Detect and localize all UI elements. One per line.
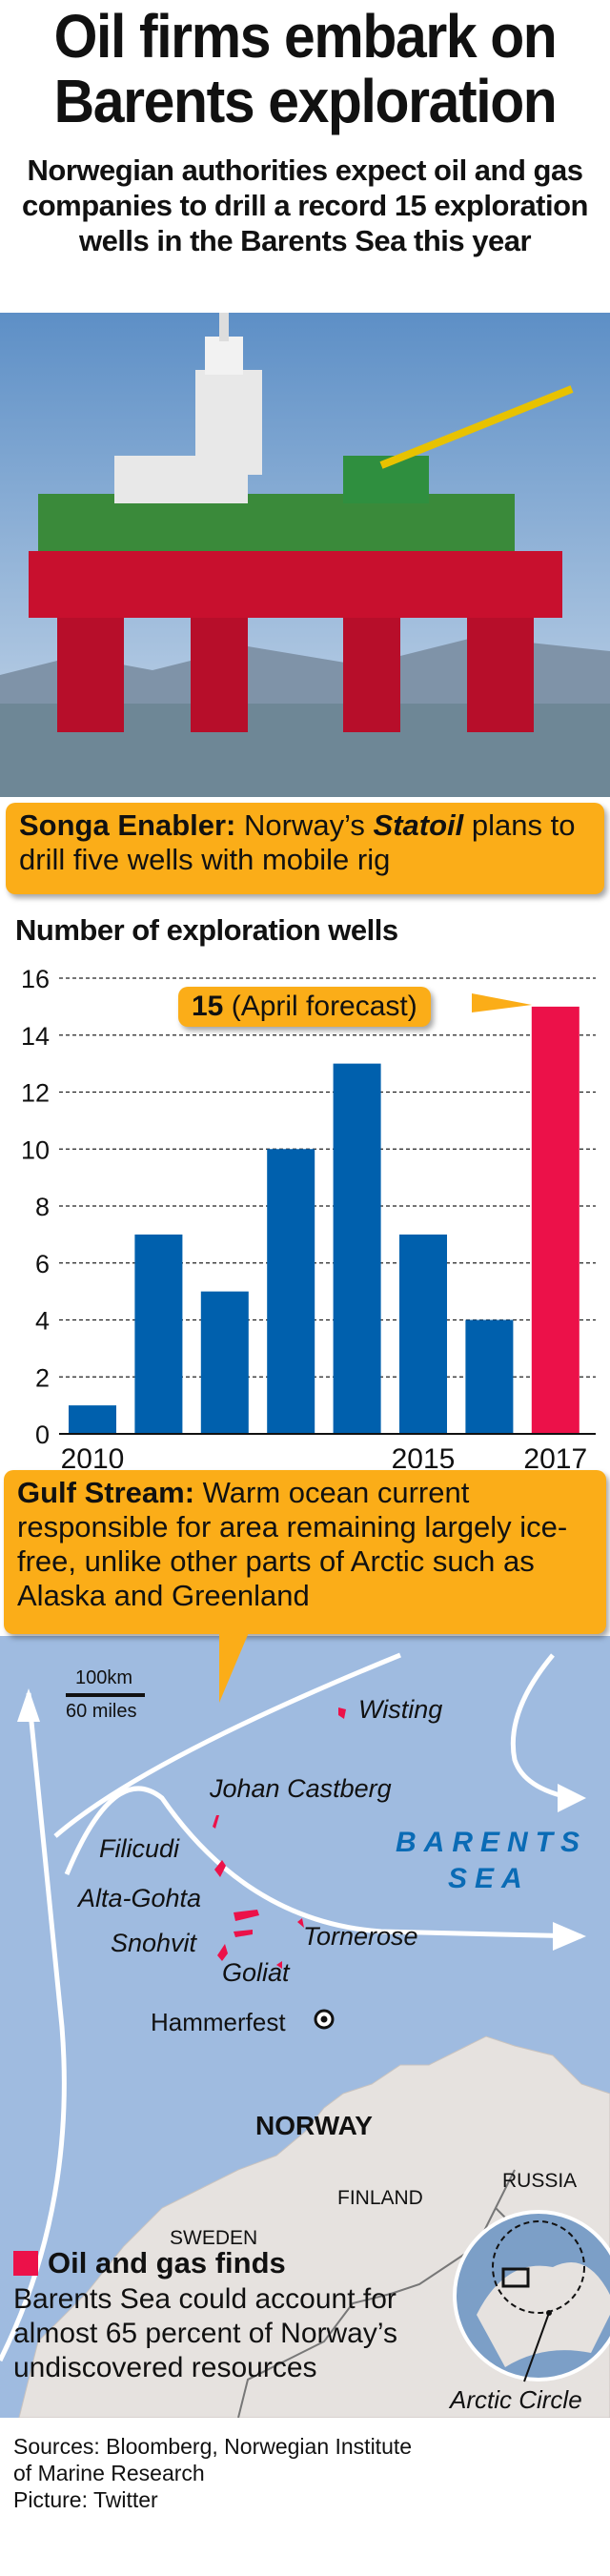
y-tick-label: 12 [21,1079,50,1108]
headline-line-2: Barents exploration [53,67,558,135]
caption-label: Songa Enabler: [19,808,236,842]
field-label: Alta-Gohta [78,1884,202,1912]
sea-label: BARENTS [396,1827,588,1858]
field-label: Johan Castberg [210,1774,392,1803]
x-tick-label: 2010 [61,1443,125,1468]
rig-photo [0,313,610,797]
sources: Sources: Bloomberg, Norwegian Institute o… [13,2433,412,2513]
caption-company: Statoil [373,808,464,842]
arctic-circle-label: Arctic Circle [450,2385,582,2414]
bar-2013 [267,1149,315,1434]
country-label: SWEDEN [170,2227,258,2249]
city-label: Hammerfest [151,2008,286,2036]
y-tick-label: 0 [35,1421,50,1449]
callout-tail [219,1630,250,1703]
legend-text: Barents Sea could account for almost 65 … [13,2283,397,2383]
legend-title: Oil and gas finds [48,2246,286,2280]
scale-km: 100km [75,1667,133,1688]
gulf-text: Warm ocean current responsible for area … [17,1476,568,1612]
bar-2011 [134,1234,183,1434]
scale-miles: 60 miles [66,1701,137,1722]
caption-text-2: plans to drill five wells with mobile ri… [19,808,576,876]
source-line: of Marine Research [13,2461,205,2485]
country-label: RUSSIA [502,2170,578,2192]
chart-plot: 0 2 4 6 8 10 12 14 16 2010 2015 2017 [21,965,596,1468]
annotation-text: (April forecast) [223,991,417,1022]
headline: Oil firms embark on Barents exploration [25,4,586,133]
field-label: Goliat [222,1958,290,1987]
y-tick-label: 4 [35,1307,50,1336]
finds-swatch-icon [13,2251,38,2276]
bar-2016 [465,1319,514,1434]
chart-title: Number of exploration wells [15,913,398,947]
y-tick-label: 16 [21,965,50,993]
photo-caption: Songa Enabler: Norway’s Statoil plans to… [6,803,604,894]
gulf-label: Gulf Stream: [17,1476,195,1509]
country-label: FINLAND [337,2187,423,2209]
country-label: NORWAY [255,2111,373,2140]
x-tick-label: 2017 [523,1443,587,1468]
annotation-value: 15 [192,991,224,1022]
gulf-stream-callout: Gulf Stream: Warm ocean current responsi… [4,1470,606,1634]
source-line: Sources: Bloomberg, Norwegian Institute [13,2434,413,2459]
y-tick-label: 8 [35,1193,50,1221]
subtitle: Norwegian authorities expect oil and gas… [21,153,589,257]
globe-inset [453,2210,610,2382]
field-label: Snohvit [111,1929,197,1957]
field-label: Filicudi [99,1834,180,1863]
caption-text: Norway’s [235,808,374,842]
bar-2017 [531,1006,580,1434]
barents-map: 100km 60 miles Wisting Johan Castberg Fi… [0,1636,610,2418]
bar-2012 [200,1291,249,1434]
field-label: Wisting [358,1695,443,1724]
bar-2014 [333,1063,381,1434]
picture-credit: Picture: Twitter [13,2487,158,2512]
legend: Oil and gas finds Barents Sea could acco… [13,2246,414,2385]
y-tick-label: 2 [35,1363,50,1392]
annotation-pointer [472,993,532,1012]
y-tick-label: 14 [21,1022,50,1051]
y-tick-label: 10 [21,1135,50,1164]
y-tick-label: 6 [35,1250,50,1278]
bar-2015 [399,1234,447,1434]
x-tick-label: 2015 [392,1443,456,1468]
bar-2010 [69,1405,116,1434]
field-label: Tornerose [303,1922,418,1951]
headline-line-1: Oil firms embark on [53,2,558,71]
sea-label-2: SEA [448,1863,530,1894]
forecast-annotation: 15 (April forecast) [178,987,431,1027]
wells-chart: Number of exploration wells 0 2 4 6 8 10 12 14 1… [0,906,610,1468]
